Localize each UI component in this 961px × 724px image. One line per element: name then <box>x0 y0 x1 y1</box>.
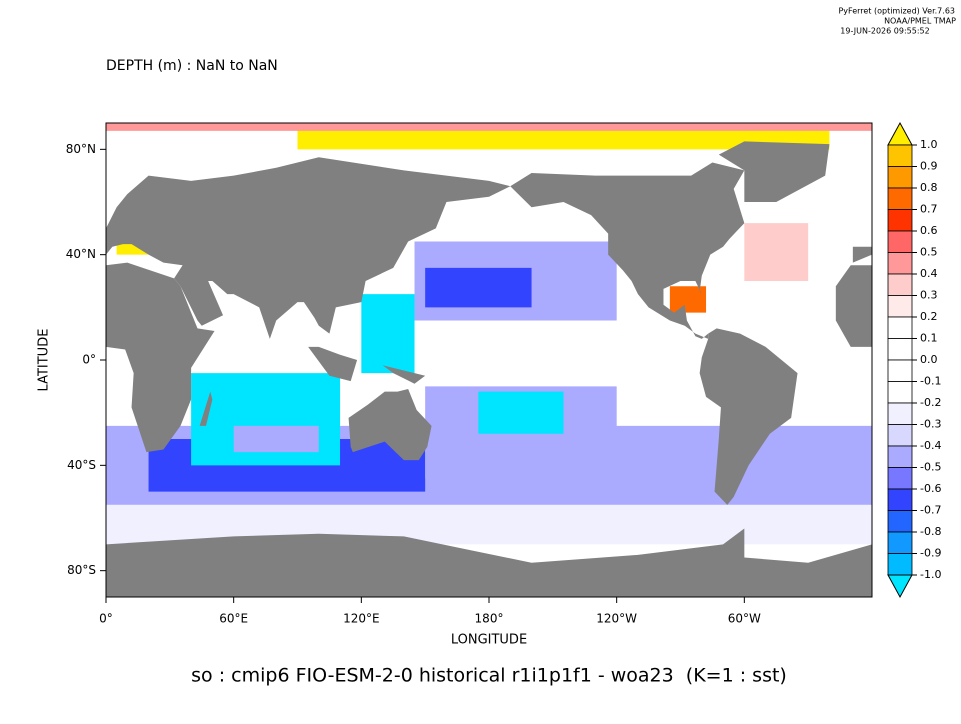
software: PyFerret (optimized) Ver.7.63 <box>838 7 955 16</box>
colorbar: 1.0 0.9 0.8 0.7 0.6 0.5 0.4 0.3 0.2 0.1 0.0 -0.1 -0.… <box>887 121 941 599</box>
title: DEPTH (m) : NaN to NaN <box>106 58 278 74</box>
y-tick-label: 40°S <box>67 458 96 472</box>
colorbar-band <box>887 467 913 490</box>
colorbar-label: 0.0 <box>920 353 938 366</box>
land <box>718 141 830 202</box>
colorbar-band <box>887 209 913 232</box>
x-tick-label: 180° <box>475 612 504 626</box>
colorbar-band <box>887 316 913 339</box>
land <box>106 528 872 597</box>
land <box>348 388 432 461</box>
timestamp: 19-JUN-2026 09:55:52 <box>840 27 929 36</box>
colorbar-label: -0.4 <box>920 439 941 452</box>
field-patch <box>233 425 319 453</box>
field-patch <box>106 504 872 545</box>
land <box>106 157 511 339</box>
land <box>852 246 872 263</box>
colorbar-band <box>887 488 913 511</box>
colorbar-band <box>887 381 913 404</box>
field-patch <box>744 223 809 281</box>
colorbar-band <box>887 338 913 361</box>
colorbar-label: -0.5 <box>920 461 941 474</box>
colorbar-label: -0.9 <box>920 547 941 560</box>
colorbar-band <box>887 424 913 447</box>
colorbar-triangle <box>887 574 913 599</box>
y-tick-label: 80°N <box>66 142 96 156</box>
y-label: LATITUDE <box>37 329 52 392</box>
land <box>308 346 358 382</box>
colorbar-band <box>887 359 913 382</box>
colorbar-band <box>887 144 913 167</box>
field-patch <box>425 267 532 308</box>
colorbar-label: 0.3 <box>920 289 938 302</box>
colorbar-band <box>887 252 913 275</box>
colorbar-band <box>887 445 913 468</box>
x-tick-label: 60°W <box>728 612 761 626</box>
colorbar-label: 0.6 <box>920 224 938 237</box>
field-patch <box>106 123 872 131</box>
land <box>510 162 745 339</box>
colorbar-label: 1.0 <box>920 138 938 151</box>
colorbar-label: -0.8 <box>920 525 941 538</box>
lab: NOAA/PMEL TMAP <box>884 17 956 26</box>
colorbar-label: 0.7 <box>920 203 938 216</box>
colorbar-band <box>887 510 913 533</box>
land <box>699 328 798 505</box>
colorbar-label: -0.1 <box>920 375 941 388</box>
colorbar-label: 0.2 <box>920 310 938 323</box>
map-field <box>106 123 872 597</box>
colorbar-band <box>887 295 913 318</box>
x-tick-label: 120°E <box>343 612 380 626</box>
colorbar-label: -1.0 <box>920 568 941 581</box>
colorbar-band <box>887 402 913 425</box>
field-patch <box>669 286 707 313</box>
y-tick-label: 40°N <box>66 247 96 261</box>
colorbar-label: -0.7 <box>920 504 941 517</box>
land <box>382 365 426 384</box>
colorbar-label: 0.5 <box>920 246 938 259</box>
colorbar-label: 0.4 <box>920 267 938 280</box>
colorbar-label: 0.1 <box>920 332 938 345</box>
x-tick-label: 60°E <box>219 612 248 626</box>
x-tick-label: 0° <box>99 612 113 626</box>
colorbar-band <box>887 230 913 253</box>
x-label: LONGITUDE <box>451 633 527 648</box>
colorbar-label: 0.9 <box>920 160 938 173</box>
land <box>106 262 215 453</box>
y-tick-label: 80°S <box>67 563 96 577</box>
land <box>199 391 213 426</box>
y-tick-label: 0° <box>82 353 96 367</box>
land <box>835 265 872 347</box>
caption: so : cmip6 FIO-ESM-2-0 historical r1i1p1… <box>191 665 787 687</box>
colorbar-label: -0.6 <box>920 482 941 495</box>
colorbar-band <box>887 166 913 189</box>
x-tick-label: 120°W <box>596 612 637 626</box>
colorbar-label: -0.3 <box>920 418 941 431</box>
field-patch <box>478 391 564 434</box>
map: 0° 60°E 120°E 180° 120°W 60°W 80°N 40°N 0° 40°S 80… <box>66 122 873 626</box>
colorbar-band <box>887 553 913 576</box>
colorbar-band <box>887 531 913 554</box>
colorbar-band <box>887 187 913 210</box>
field-patch <box>361 294 415 374</box>
colorbar-label: 0.8 <box>920 181 938 194</box>
colorbar-label: -0.2 <box>920 396 941 409</box>
colorbar-band <box>887 273 913 296</box>
